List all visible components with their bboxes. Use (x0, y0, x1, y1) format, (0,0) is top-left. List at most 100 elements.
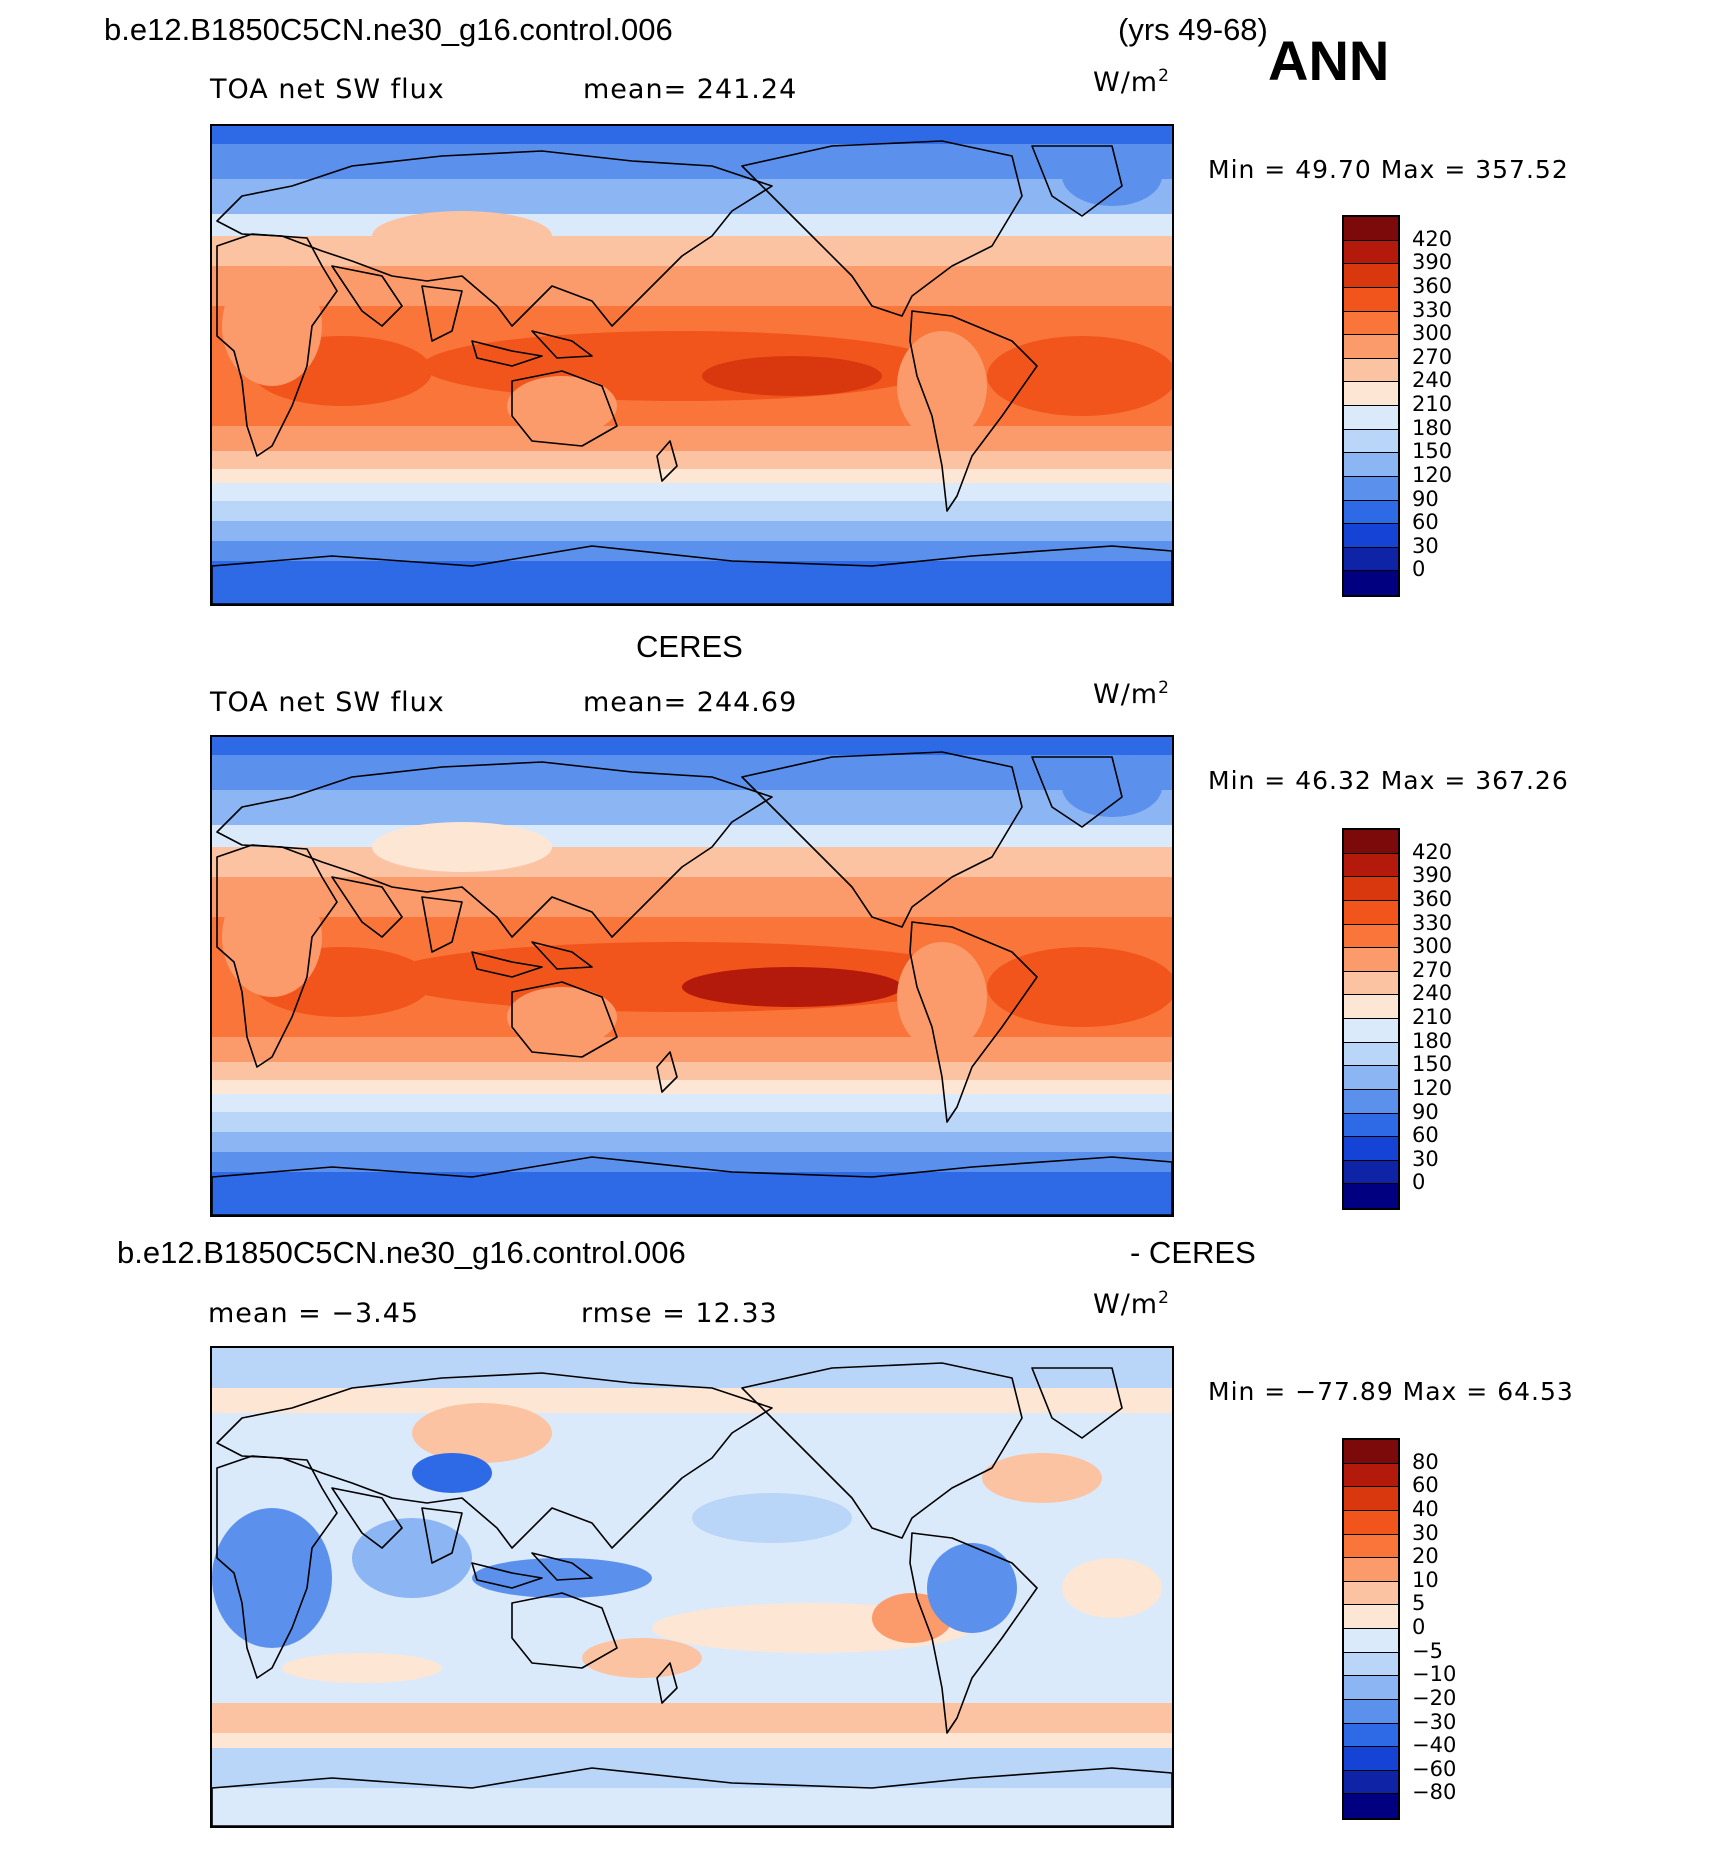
contour-region (927, 1543, 1017, 1633)
contour-region (472, 1558, 652, 1598)
panel2-minmax: Min = 46.32 Max = 367.26 (1208, 766, 1569, 795)
contour-region (1062, 757, 1162, 817)
contour-band (212, 1080, 1172, 1094)
colorbar-segment (1344, 571, 1398, 595)
panel3-minmax: Min = −77.89 Max = 64.53 (1208, 1377, 1574, 1406)
contour-band (212, 214, 1172, 236)
colorbar-tick-label: 330 (1412, 297, 1453, 322)
coastline (216, 150, 773, 327)
contour-band (212, 541, 1172, 561)
colorbar-segment (1344, 1558, 1398, 1582)
contour-band (212, 561, 1172, 604)
panel2-contour-field (212, 737, 1172, 1215)
panel3-contour-field (212, 1348, 1172, 1826)
colorbar-segment (1344, 217, 1398, 241)
colorbar-tick-label: 10 (1412, 1567, 1439, 1592)
colorbar-segment (1344, 1605, 1398, 1629)
colorbar-tick-label: 120 (1412, 1075, 1453, 1100)
colorbar-tick-label: 150 (1412, 1052, 1453, 1077)
panel2-unit: W/m2 (1093, 678, 1170, 710)
colorbar-segment (1344, 264, 1398, 288)
colorbar-segment (1344, 311, 1398, 336)
colorbar-segment (1344, 924, 1398, 949)
panel3-unit: W/m2 (1093, 1288, 1170, 1320)
coastline (656, 440, 678, 482)
panel1-contour-field (212, 126, 1172, 604)
coastline (216, 761, 773, 938)
coastline (511, 1592, 618, 1669)
colorbar-tick-label: 270 (1412, 344, 1453, 369)
contour-band (212, 790, 1172, 825)
coastline (741, 751, 1023, 928)
contour-region (507, 376, 617, 436)
contour-band (212, 847, 1172, 877)
contour-band (212, 1094, 1172, 1112)
colorbar-tick-label: 240 (1412, 981, 1453, 1006)
colorbar-tick-label: 0 (1412, 1170, 1426, 1195)
colorbar-tick-label: 210 (1412, 392, 1453, 416)
colorbar-tick-label: 80 (1412, 1449, 1439, 1474)
colorbar-segment (1344, 948, 1398, 972)
panel1-minmax: Min = 49.70 Max = 357.52 (1208, 155, 1569, 184)
coastline (656, 1662, 678, 1704)
colorbar-tick-label: 360 (1412, 273, 1453, 298)
contour-region (682, 967, 902, 1007)
colorbar-tick-label: 30 (1412, 1520, 1439, 1545)
contour-band (212, 1788, 1172, 1826)
panel3-colorbar (1342, 1438, 1400, 1820)
colorbar-segment (1344, 1747, 1398, 1771)
contour-region (1062, 1558, 1162, 1618)
colorbar-segment (1344, 382, 1398, 406)
colorbar-tick-label: 5 (1412, 1591, 1426, 1616)
contour-band (212, 1748, 1172, 1788)
colorbar-segment (1344, 900, 1398, 925)
coastline (421, 896, 463, 953)
colorbar-segment (1344, 358, 1398, 383)
coastline (471, 340, 543, 367)
colorbar-tick-label: 390 (1412, 863, 1453, 888)
contour-band (212, 1037, 1172, 1062)
colorbar-segment (1344, 1723, 1398, 1748)
contour-band (212, 1388, 1172, 1413)
contour-region (412, 1403, 552, 1463)
colorbar-segment (1344, 1184, 1398, 1208)
panel1-mean: mean= 241.24 (583, 74, 798, 105)
coastline (331, 265, 403, 327)
coastline (421, 285, 463, 342)
contour-region (222, 266, 322, 386)
colorbar-tick-label: −5 (1412, 1638, 1443, 1663)
coastline (1031, 145, 1123, 217)
contour-region (692, 1493, 852, 1543)
contour-region (222, 877, 322, 997)
contour-band (212, 877, 1172, 917)
panel2-title: CERES (636, 629, 743, 664)
colorbar-segment (1344, 1534, 1398, 1559)
contour-region (897, 331, 987, 441)
contour-band (212, 1703, 1172, 1733)
panel3-title-right: - CERES (1130, 1235, 1256, 1270)
colorbar-tick-label: 0 (1412, 557, 1426, 582)
colorbar-segment (1344, 971, 1398, 996)
colorbar-tick-label: 150 (1412, 439, 1453, 464)
coastline (909, 1532, 1038, 1734)
colorbar-tick-label: 0 (1412, 1615, 1426, 1639)
contour-band (212, 1733, 1172, 1748)
contour-band (212, 483, 1172, 501)
coastline (212, 1767, 1172, 1826)
colorbar-tick-label: 300 (1412, 934, 1453, 959)
colorbar-segment (1344, 853, 1398, 878)
colorbar-segment (1344, 1487, 1398, 1511)
colorbar-tick-label: 420 (1412, 226, 1453, 251)
colorbar-tick-label: 180 (1412, 1028, 1453, 1053)
coastline (1031, 756, 1123, 828)
coastline (216, 1372, 773, 1549)
colorbar-tick-label: 240 (1412, 368, 1453, 393)
colorbar-segment (1344, 287, 1398, 312)
colorbar-tick-label: 30 (1412, 533, 1439, 558)
coastline (212, 1156, 1172, 1215)
contour-region (412, 1453, 492, 1493)
contour-band (212, 469, 1172, 483)
contour-band (212, 501, 1172, 521)
panel1-variable: TOA net SW flux (210, 74, 445, 105)
